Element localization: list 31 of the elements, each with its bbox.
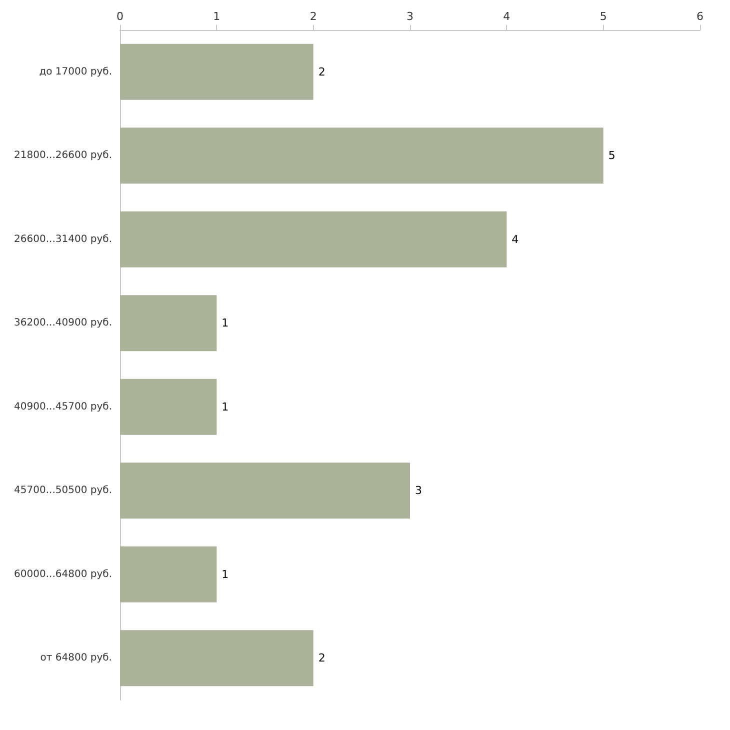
data-label: 1 — [222, 316, 229, 330]
x-tick-label: 6 — [696, 10, 704, 23]
x-tick-label: 2 — [310, 10, 317, 23]
data-label: 2 — [318, 652, 326, 665]
y-tick-label: 60000...64800 руб. — [14, 568, 112, 580]
x-tick-label: 1 — [213, 10, 220, 23]
data-label: 2 — [318, 65, 326, 78]
y-tick-label: 36200...40900 руб. — [14, 318, 112, 329]
bar — [120, 630, 314, 686]
data-label: 5 — [608, 149, 616, 162]
x-tick-label: 0 — [116, 10, 124, 23]
y-tick-label: 26600...31400 руб. — [14, 234, 112, 245]
bar — [120, 44, 314, 100]
y-tick-label: до 17000 руб. — [39, 66, 112, 78]
bar — [120, 128, 604, 184]
data-label: 1 — [222, 568, 229, 581]
x-tick-label: 3 — [406, 10, 414, 23]
y-tick-label: 40900...45700 руб. — [14, 401, 112, 412]
bar — [120, 211, 507, 268]
x-tick-label: 5 — [600, 10, 607, 23]
bar — [120, 546, 217, 602]
y-tick-label: 45700...50500 руб. — [14, 485, 112, 496]
bar — [120, 295, 217, 352]
y-tick-label: от 64800 руб. — [40, 652, 112, 664]
data-label: 4 — [512, 232, 519, 246]
data-label: 1 — [222, 400, 229, 414]
x-tick-label: 4 — [503, 10, 510, 23]
bar — [120, 378, 217, 435]
data-label: 3 — [415, 484, 422, 498]
bar — [120, 462, 410, 519]
y-tick-label: 21800...26600 руб. — [14, 150, 112, 162]
